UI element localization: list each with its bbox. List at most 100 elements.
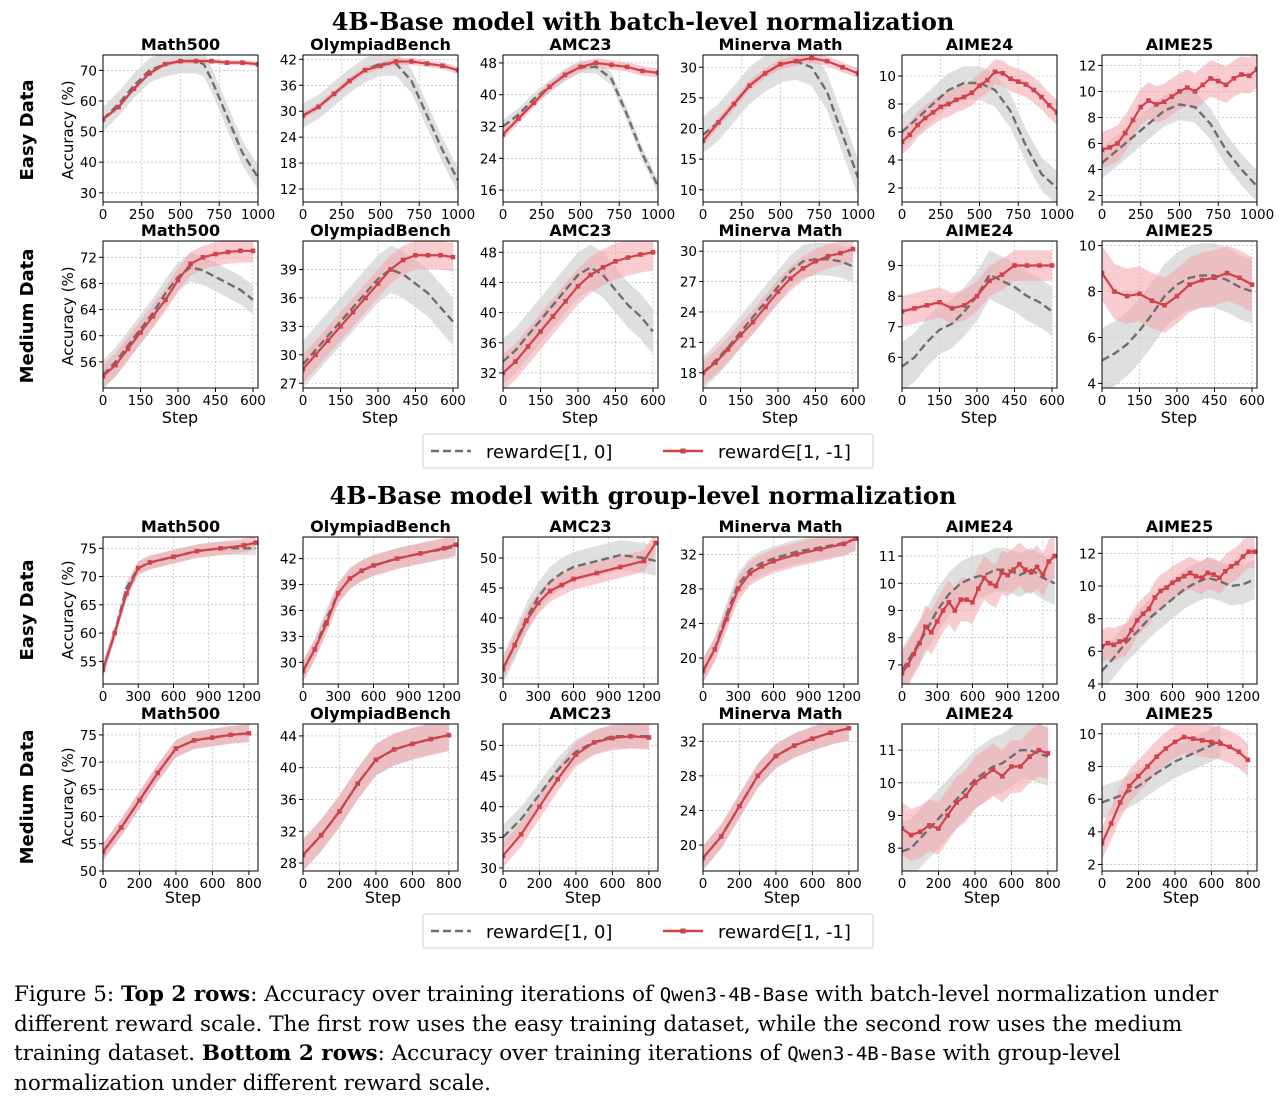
data-point (618, 564, 623, 570)
y-tick-label: 2 (1087, 188, 1096, 204)
y-tick-label: 64 (80, 303, 97, 319)
series-line-dashed (703, 258, 854, 374)
series-line-dashed (503, 735, 649, 839)
series-band-solid (503, 537, 656, 680)
data-point (828, 730, 833, 735)
x-tick-label: 900 (396, 689, 422, 705)
data-point (961, 94, 967, 100)
data-point (703, 370, 706, 376)
data-point (1108, 821, 1114, 826)
y-tick-label: 2 (1087, 857, 1096, 873)
x-tick-label: 750 (406, 207, 432, 223)
plot-frame (1101, 536, 1258, 685)
data-point (303, 113, 306, 118)
data-point (987, 278, 992, 284)
y-tick-label: 10 (1079, 727, 1096, 743)
x-tick-label: 1000 (641, 207, 675, 223)
data-point (512, 642, 518, 648)
panel-title: Minerva Math (718, 221, 842, 240)
data-point (641, 558, 647, 564)
data-point (1153, 102, 1159, 107)
plot-series (303, 537, 458, 682)
data-point (571, 576, 576, 582)
data-point (953, 97, 959, 103)
y-tick-label: 7 (887, 658, 896, 674)
data-point (1172, 739, 1178, 745)
series-line-dashed (902, 748, 1049, 853)
plot-frame (502, 54, 659, 203)
data-point (446, 732, 452, 738)
data-point (1205, 570, 1210, 576)
data-point (1218, 741, 1223, 746)
data-point (355, 781, 361, 786)
x-tick-label: 0 (898, 689, 907, 705)
y-tick-label: 24 (480, 151, 497, 167)
data-point (325, 338, 331, 343)
y-tick-label: 27 (680, 275, 697, 291)
y-tick-label: 24 (680, 803, 697, 819)
plot-series (503, 241, 656, 388)
x-tick-label: 300 (765, 393, 791, 409)
plot-frame (702, 54, 859, 203)
plot-frame (302, 536, 459, 685)
data-point (655, 70, 658, 76)
y-tick-label: 8 (887, 289, 896, 305)
chart-panel: 0 300 600 900 1200 4 6 8 10 12 AIME25 (1079, 517, 1260, 705)
legend-box (422, 433, 874, 469)
data-point (388, 267, 393, 272)
panel-title: AIME24 (946, 221, 1013, 240)
data-point (347, 78, 352, 84)
x-tick-label: 600 (200, 876, 226, 892)
x-tick-label: 300 (964, 393, 990, 409)
x-tick-label: 0 (99, 689, 108, 705)
x-tick-label: 750 (806, 207, 832, 223)
data-point (1023, 82, 1029, 87)
data-point (531, 100, 537, 105)
y-tick-label: 36 (280, 78, 297, 94)
row-label-0: Easy Data (17, 80, 38, 181)
data-point (738, 332, 743, 338)
data-point (725, 347, 731, 352)
data-point (731, 101, 737, 107)
x-tick-label: 0 (99, 393, 108, 409)
data-point (1245, 757, 1251, 763)
data-point (400, 257, 406, 263)
data-point (970, 600, 975, 605)
legend-box (422, 913, 874, 949)
data-point (1236, 749, 1242, 755)
y-tick-label: 11 (879, 743, 896, 759)
plot-series (703, 241, 856, 388)
data-point (518, 831, 524, 837)
plot-frame (502, 723, 659, 872)
y-tick-label: 20 (680, 651, 697, 667)
panel-title: AIME25 (1146, 517, 1213, 536)
x-tick-label: 600 (561, 689, 587, 705)
y-tick-label: 18 (280, 156, 297, 172)
data-point (1102, 147, 1105, 153)
y-tick-label: 42 (280, 552, 297, 568)
data-point (945, 813, 950, 818)
x-tick-label: 0 (699, 207, 708, 223)
data-point (840, 64, 845, 70)
data-point (250, 248, 256, 254)
caption-bottom-bold: Bottom 2 rows (201, 1041, 378, 1066)
data-point (993, 583, 999, 589)
data-point (1170, 580, 1175, 586)
chart-panel: 0 250 500 750 1000 30 40 50 60 70 Math500 (80, 35, 275, 223)
data-point (1022, 567, 1028, 572)
data-point (578, 64, 583, 70)
y-tick-label: 40 (480, 800, 497, 816)
row-label-3: Medium Data (17, 730, 38, 865)
series-band-solid (1102, 537, 1255, 663)
series-band-solid (1102, 245, 1252, 333)
y-tick-label: 24 (280, 130, 297, 146)
x-tick-label: 600 (800, 876, 826, 892)
data-point (453, 542, 458, 548)
x-tick-label: 300 (924, 689, 950, 705)
legend-solid-label: reward∈[1, -1] (718, 922, 851, 943)
data-point (1254, 67, 1257, 72)
y-tick-label: 32 (280, 824, 297, 840)
caption-prefix: Figure 5: (14, 982, 121, 1007)
y-tick-label: 4 (1087, 825, 1096, 841)
data-point (1227, 744, 1232, 750)
